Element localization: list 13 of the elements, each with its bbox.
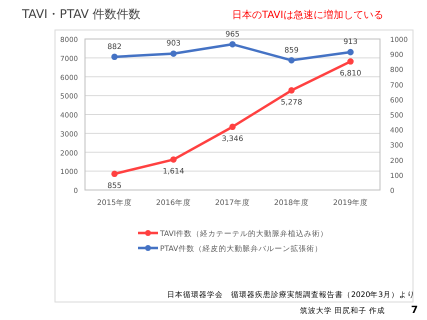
point (170, 50, 177, 57)
chart-subtitle: 日本のTAVIは急速に増加している (232, 9, 384, 21)
point (347, 58, 354, 65)
chart-title: TAVI・PTAV 件数件数 (21, 7, 141, 21)
point (288, 87, 295, 94)
point (111, 170, 118, 178)
point (170, 156, 177, 163)
point (111, 54, 118, 60)
point (347, 48, 354, 56)
point (288, 57, 295, 64)
point (229, 124, 236, 130)
point (229, 41, 236, 48)
text: 7 (411, 305, 418, 316)
